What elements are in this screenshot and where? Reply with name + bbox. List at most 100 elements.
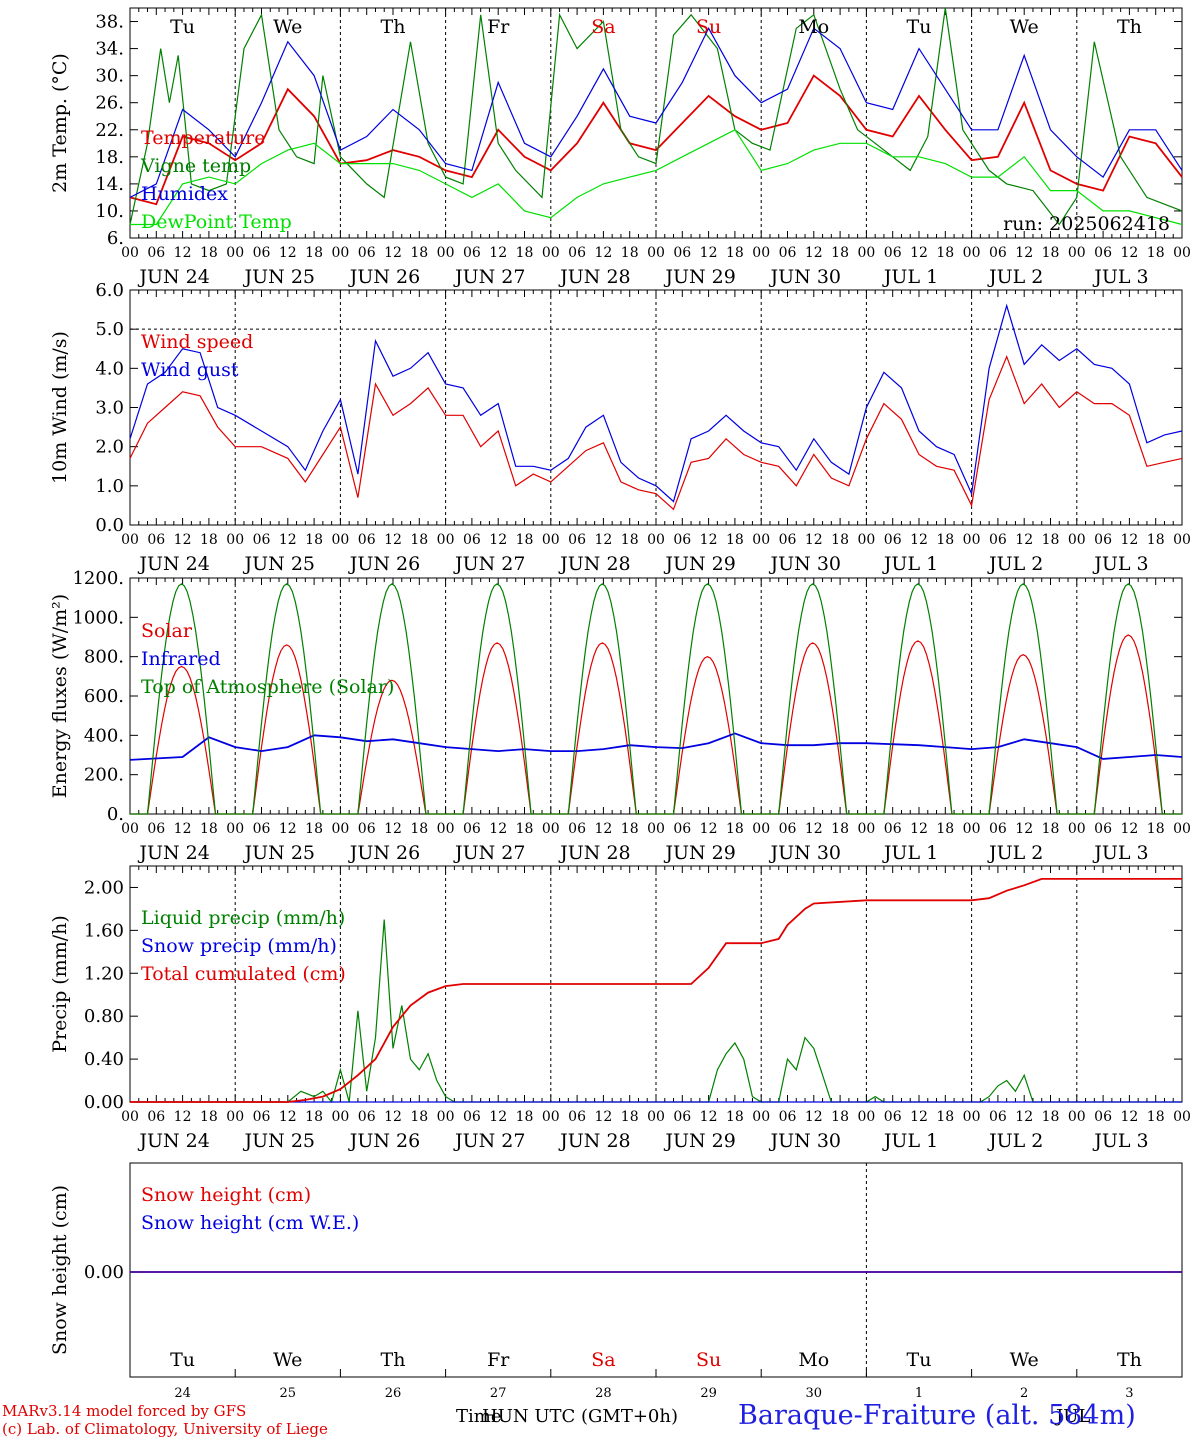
date-label: JUN 27 [453,553,525,575]
hour-label: 06 [358,245,376,261]
day-label: Th [1117,16,1142,38]
hour-label: 00 [1068,532,1086,548]
hour-label: 18 [1042,532,1060,548]
hour-label: 06 [673,1109,691,1125]
panel-1 [129,7,1183,239]
hour-label: 06 [568,821,586,837]
hour-label: 12 [489,821,507,837]
day-label: Fr [487,16,510,38]
date-label: JUN 24 [137,842,209,864]
hour-label: 12 [279,821,297,837]
date-label: JUL 1 [882,842,938,864]
date-label: JUL 2 [987,266,1043,288]
hour-label: 00 [1068,245,1086,261]
date-label: JUN 30 [769,266,841,288]
hour-label: 06 [147,821,165,837]
hour-label: 00 [437,1109,455,1125]
hour-label: 18 [200,245,218,261]
hour-label: 00 [647,1109,665,1125]
panel-4 [129,865,1183,1104]
legend-entry: Snow height (cm) [141,1184,311,1206]
hour-label: 12 [1120,245,1138,261]
y-tick-label: 30. [95,66,124,87]
y-tick-label: 0.00 [84,1262,124,1283]
hour-label: 18 [936,245,954,261]
hour-label: 18 [621,1109,639,1125]
date-label: JUN 27 [453,842,525,864]
hour-label: 00 [331,821,349,837]
y-tick-label: 6. [107,228,124,249]
hour-label: 06 [147,1109,165,1125]
y-tick-label: 3.0 [95,398,124,419]
hour-label: 12 [384,821,402,837]
hour-label: 18 [726,1109,744,1125]
hour-label: 00 [963,532,981,548]
hour-label: 06 [989,821,1007,837]
hour-label: 00 [121,532,139,548]
hour-label: 06 [253,532,271,548]
hour-label: 18 [621,245,639,261]
hour-label: 06 [147,245,165,261]
hour-label: 18 [305,245,323,261]
y-tick-label: 0.80 [84,1006,124,1027]
day-label: Su [696,16,721,38]
overlap-month-label: JUL [1056,1406,1091,1427]
hour-label: 06 [673,245,691,261]
date-label: JUN 28 [558,842,630,864]
day-label: Th [381,16,406,38]
hour-label: 18 [410,532,428,548]
day-label: We [1010,16,1039,38]
legend-entry: Liquid precip (mm/h) [141,907,345,929]
hour-label: 00 [1068,821,1086,837]
hour-label: 18 [516,821,534,837]
hour-label: 00 [752,1109,770,1125]
hour-label: 12 [805,532,823,548]
hour-label: 12 [594,245,612,261]
hour-label: 06 [989,245,1007,261]
hour-label: 12 [910,245,928,261]
legend-entry: Wind gust [141,359,239,381]
hour-label: 18 [410,245,428,261]
date-label: JUN 27 [453,1130,525,1152]
hour-label: 00 [331,245,349,261]
date-label: JUL 2 [987,1130,1043,1152]
series-line-3-2 [129,732,1183,761]
hour-label: 18 [1042,821,1060,837]
day-label: Th [1117,1349,1142,1371]
hour-label: 06 [568,245,586,261]
hour-label: 18 [726,245,744,261]
date-label: JUN 24 [137,553,209,575]
y-tick-label: 38. [95,12,124,33]
legend-entry: Vigne temp [140,155,251,177]
lab-credit: (c) Lab. of Climatology, University of L… [2,1420,328,1438]
hour-label: 00 [121,821,139,837]
hour-label: 00 [437,532,455,548]
hour-label: 00 [331,532,349,548]
y-tick-label: 0.40 [84,1049,124,1070]
time-axis-subtitle: HUN UTC (GMT+0h) [482,1406,678,1427]
legend-entry: Wind speed [141,331,253,353]
hour-label: 18 [516,1109,534,1125]
hour-label: 00 [647,245,665,261]
date-label: JUN 30 [769,842,841,864]
day-number: 27 [490,1386,507,1401]
hour-label: 06 [779,532,797,548]
hour-label: 06 [253,245,271,261]
hour-label: 12 [174,245,192,261]
date-label: JUN 25 [243,842,315,864]
hour-label: 00 [963,821,981,837]
legend-entry: Total cumulated (cm) [141,963,346,985]
hour-label: 12 [1015,821,1033,837]
hour-label: 18 [305,821,323,837]
hour-label: 12 [700,245,718,261]
y-tick-label: 10. [95,201,124,222]
day-label: Tu [907,1349,932,1371]
hour-label: 00 [752,245,770,261]
hour-label: 00 [226,245,244,261]
date-label: JUN 30 [769,553,841,575]
hour-label: 06 [463,1109,481,1125]
hour-label: 18 [831,821,849,837]
hour-label: 12 [700,1109,718,1125]
series-line-1-4 [130,129,1183,226]
hour-label: 12 [910,532,928,548]
